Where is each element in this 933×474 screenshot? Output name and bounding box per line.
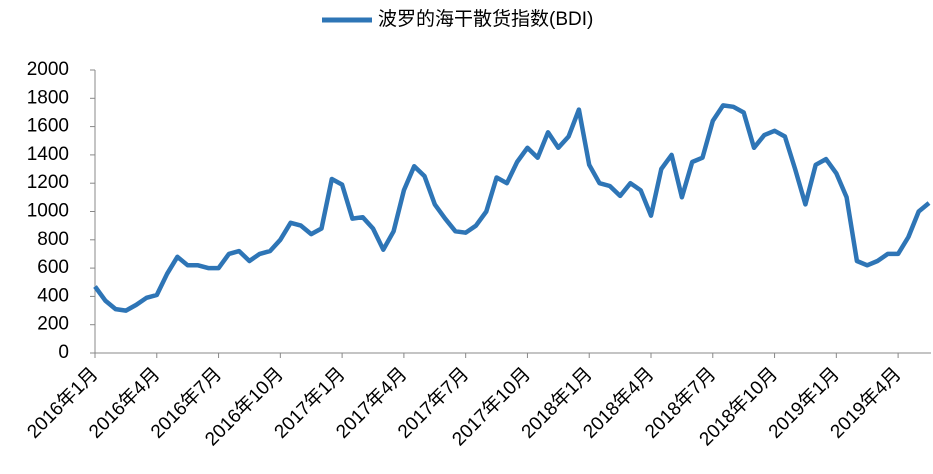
y-tick-label: 2000 [27, 59, 69, 80]
y-tick-label: 600 [37, 257, 69, 278]
legend: 波罗的海干散货指数(BDI) [322, 8, 593, 30]
y-tick-label: 1600 [27, 116, 69, 137]
y-tick-label: 0 [58, 342, 69, 363]
y-tick-label: 800 [37, 229, 69, 250]
y-tick-label: 1400 [27, 144, 69, 165]
y-tick-label: 1000 [27, 201, 69, 222]
y-tick-label: 400 [37, 285, 69, 306]
data-line [93, 103, 931, 313]
y-tick-label: 1800 [27, 87, 69, 108]
y-tick-label: 200 [37, 314, 69, 335]
y-tick-label: 1200 [27, 172, 69, 193]
legend-label: 波罗的海干散货指数(BDI) [378, 8, 593, 30]
